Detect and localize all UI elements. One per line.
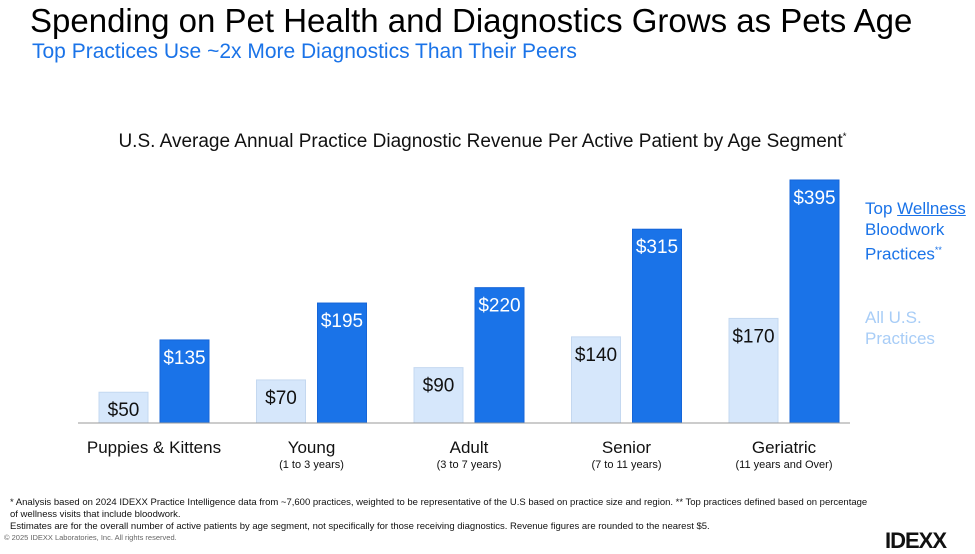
legend-all-practices: All U.S. Practices xyxy=(865,307,935,349)
x-tick-sublabel: (3 to 7 years) xyxy=(437,459,502,471)
bar-value-label: $140 xyxy=(575,345,617,366)
x-tick-label: Puppies & Kittens xyxy=(87,438,221,457)
bar-all-practices xyxy=(571,336,621,424)
legend-text: Top xyxy=(865,199,898,218)
page-title: Spending on Pet Health and Diagnostics G… xyxy=(30,2,913,39)
legend-mark: ** xyxy=(934,245,942,255)
legend-text: Practices xyxy=(865,244,935,264)
x-tick-sublabel: (11 years and Over) xyxy=(735,459,832,471)
copyright: © 2025 IDEXX Laboratories, Inc. All righ… xyxy=(4,533,177,542)
bar-value-label: $220 xyxy=(478,296,520,317)
bar-top-practices xyxy=(632,228,682,424)
page-subtitle: Top Practices Use ~2x More Diagnostics T… xyxy=(32,40,577,63)
bar-value-label: $70 xyxy=(265,388,297,409)
bar-top-practices xyxy=(789,179,840,424)
bar-value-label: $395 xyxy=(793,188,835,209)
x-tick-label: Young xyxy=(288,438,336,457)
bar-value-label: $315 xyxy=(636,237,678,258)
bar-top-practices xyxy=(317,302,367,424)
chart-title-mark: * xyxy=(842,131,847,143)
bar-value-label: $90 xyxy=(423,376,455,397)
legend-text: Bloodwork xyxy=(865,220,945,239)
bar-all-practices xyxy=(98,391,149,424)
x-tick-label: Senior xyxy=(602,438,651,457)
x-tick-sublabel: (1 to 3 years) xyxy=(279,459,344,471)
legend-text: Practices xyxy=(865,329,935,348)
bar-value-label: $195 xyxy=(321,311,363,332)
bar-all-practices xyxy=(413,367,464,424)
footnote-1: * Analysis based on 2024 IDEXX Practice … xyxy=(10,497,868,508)
bar-all-practices xyxy=(728,317,779,424)
legend-top-practices: Top Wellness Bloodwork Practices** xyxy=(865,198,966,265)
idexx-logo: IDEXX xyxy=(885,528,947,553)
bar-value-label: $135 xyxy=(163,348,205,369)
bar-chart: $50 $135 Puppies & Kittens $70 $195 Young (1 t… xyxy=(78,179,850,471)
bar-value-label: $170 xyxy=(732,326,774,347)
footnote-2: of wellness visits that include bloodwor… xyxy=(10,509,181,520)
x-tick-label: Geriatric xyxy=(752,438,817,457)
legend-text: All U.S. xyxy=(865,308,922,327)
x-tick-sublabel: (7 to 11 years) xyxy=(591,459,661,471)
legend-link: Wellness xyxy=(897,199,966,218)
x-tick-label: Adult xyxy=(450,438,489,457)
bar-top-practices xyxy=(474,287,525,424)
chart-title-text: U.S. Average Annual Practice Diagnostic … xyxy=(118,131,843,152)
bar-all-practices xyxy=(256,379,306,424)
chart-title: U.S. Average Annual Practice Diagnostic … xyxy=(0,131,975,153)
bar-top-practices xyxy=(159,339,210,424)
bar-value-label: $50 xyxy=(108,400,140,421)
footnote-3: Estimates are for the overall number of … xyxy=(10,521,710,532)
